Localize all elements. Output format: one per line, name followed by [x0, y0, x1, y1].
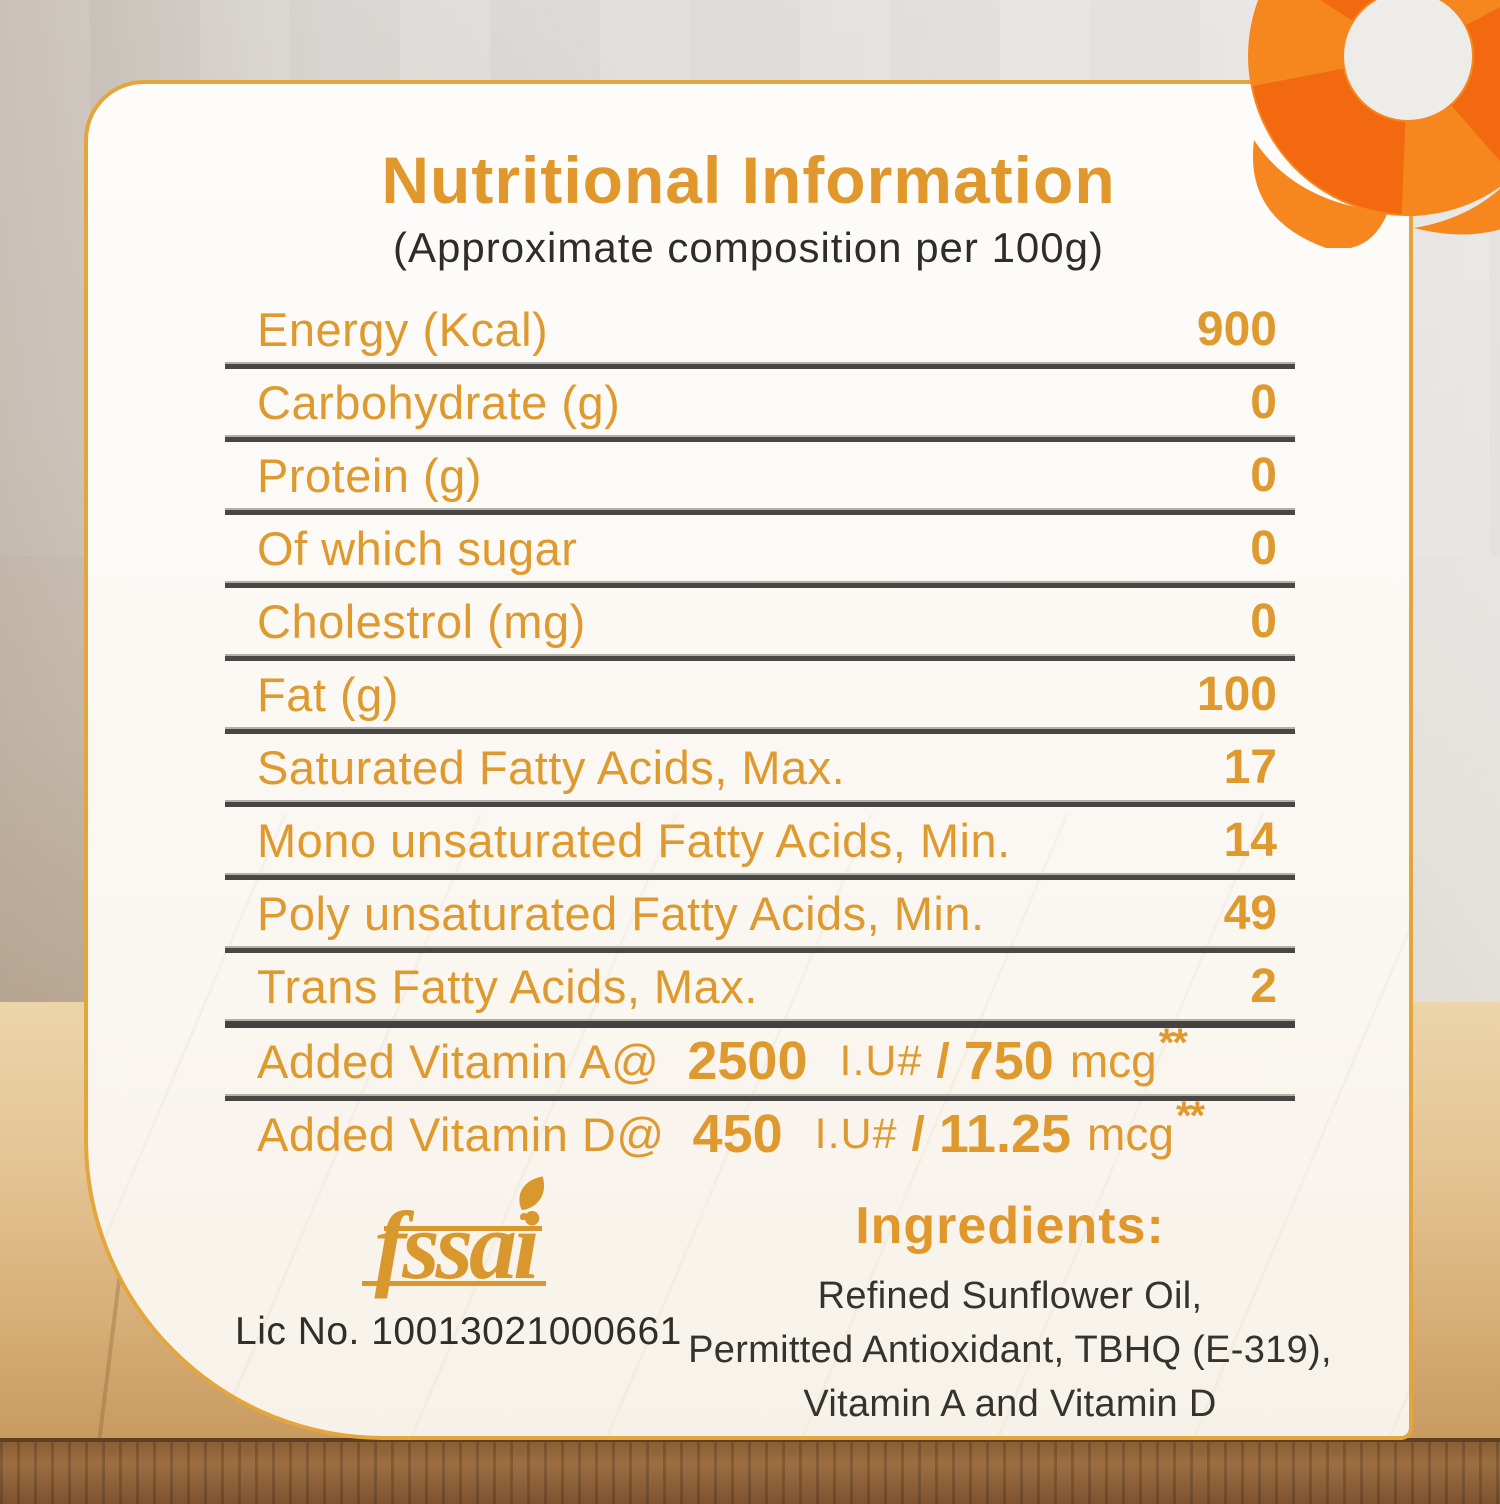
table-row: Protein (g) 0 — [225, 442, 1295, 508]
row-divider — [225, 581, 1295, 588]
vitamin-d-footnote-marker: ** — [1175, 1093, 1205, 1138]
table-section-divider — [225, 1019, 1295, 1028]
row-divider — [225, 946, 1295, 953]
fssai-bottom-bar — [362, 1280, 546, 1286]
wood-table-edge — [0, 1438, 1500, 1504]
row-label: Mono unsaturated Fatty Acids, Min. — [257, 813, 1011, 867]
row-divider — [225, 873, 1295, 880]
table-row: Trans Fatty Acids, Max. 2 — [225, 953, 1295, 1019]
vitamin-a-slash: / — [936, 1034, 950, 1088]
row-value: 0 — [1250, 448, 1277, 502]
vitamin-d-label: Added Vitamin D@ — [257, 1107, 665, 1161]
row-label: Cholestrol (mg) — [257, 594, 586, 648]
table-row: Fat (g) 100 — [225, 661, 1295, 727]
page-title: Nutritional Information — [381, 143, 1116, 217]
sunflower-swirl-icon — [1248, 0, 1500, 248]
ingredients-title: Ingredients: — [855, 1197, 1165, 1255]
row-value: 100 — [1196, 667, 1277, 721]
fssai-logo: fssai — [362, 1176, 546, 1296]
row-divider — [225, 435, 1295, 442]
row-label: Protein (g) — [257, 448, 482, 502]
row-label: Trans Fatty Acids, Max. — [257, 959, 758, 1013]
vitamin-a-label: Added Vitamin A@ — [257, 1034, 660, 1088]
vitamin-d-row: Added Vitamin D@ 450 I.U# / 11.25 mcg ** — [225, 1094, 1295, 1167]
row-value: 2 — [1250, 959, 1277, 1013]
ingredients-line: Permitted Antioxidant, TBHQ (E-319), — [688, 1328, 1332, 1371]
row-value: 0 — [1250, 521, 1277, 575]
ingredients-list: Refined Sunflower Oil, Permitted Antioxi… — [640, 1270, 1380, 1432]
vitamin-a-footnote-marker: ** — [1158, 1020, 1188, 1065]
fssai-license-number: Lic No. 10013021000661 — [235, 1309, 682, 1353]
row-divider — [225, 362, 1295, 369]
fssai-logo-text: fssai — [374, 1192, 539, 1299]
vitamin-d-iu-unit: I.U# — [814, 1109, 898, 1158]
row-divider — [225, 800, 1295, 807]
row-value: 0 — [1250, 375, 1277, 429]
row-label: Carbohydrate (g) — [257, 375, 621, 429]
row-divider — [225, 727, 1295, 734]
table-row: Carbohydrate (g) 0 — [225, 369, 1295, 435]
row-label: Fat (g) — [257, 667, 399, 721]
row-label: Poly unsaturated Fatty Acids, Min. — [257, 886, 985, 940]
row-value: 49 — [1223, 886, 1277, 940]
row-label: Of which sugar — [257, 521, 578, 575]
table-row: Saturated Fatty Acids, Max. 17 — [225, 734, 1295, 800]
vitamin-a-row: Added Vitamin A@ 2500 I.U# / 750 mcg ** — [225, 1021, 1295, 1094]
page-subtitle: (Approximate composition per 100g) — [392, 224, 1104, 271]
row-divider — [225, 654, 1295, 661]
vitamin-d-mcg-unit: mcg — [1087, 1108, 1174, 1160]
table-row: Cholestrol (mg) 0 — [225, 588, 1295, 654]
table-row: Mono unsaturated Fatty Acids, Min. 14 — [225, 807, 1295, 873]
row-divider — [225, 508, 1295, 515]
ingredients-line: Refined Sunflower Oil, — [817, 1275, 1203, 1317]
row-value: 14 — [1223, 813, 1277, 867]
fssai-block: fssai Lic No. 10013021000661 — [235, 1176, 682, 1354]
ingredients-section: Ingredients: Refined Sunflower Oil, Perm… — [640, 1196, 1380, 1432]
vitamin-d-iu-value: 450 — [692, 1104, 783, 1164]
nutrition-table: Energy (Kcal) 900 Carbohydrate (g) 0 Pro… — [225, 296, 1295, 1167]
table-row: Of which sugar 0 — [225, 515, 1295, 581]
table-row: Energy (Kcal) 900 — [225, 296, 1295, 362]
ingredients-line: Vitamin A and Vitamin D — [803, 1382, 1217, 1425]
vitamin-a-mcg-value: 750 — [963, 1031, 1054, 1091]
vitamin-a-mcg-unit: mcg — [1069, 1035, 1157, 1087]
vitamin-d-slash: / — [911, 1107, 925, 1161]
vitamin-d-mcg-value: 11.25 — [938, 1104, 1072, 1164]
row-value: 0 — [1250, 594, 1277, 648]
row-label: Energy (Kcal) — [257, 302, 549, 356]
row-value: 17 — [1223, 740, 1277, 794]
vitamin-a-iu-unit: I.U# — [839, 1036, 923, 1085]
row-divider — [225, 1094, 1295, 1101]
table-row: Poly unsaturated Fatty Acids, Min. 49 — [225, 880, 1295, 946]
fssai-top-bar — [384, 1226, 542, 1231]
fssai-leaf-icon — [519, 1176, 544, 1220]
row-value: 900 — [1196, 302, 1277, 356]
nutrition-label-card: Nutritional Information (Approximate com… — [84, 80, 1413, 1440]
row-label: Saturated Fatty Acids, Max. — [257, 740, 846, 794]
vitamin-a-iu-value: 2500 — [687, 1031, 808, 1091]
